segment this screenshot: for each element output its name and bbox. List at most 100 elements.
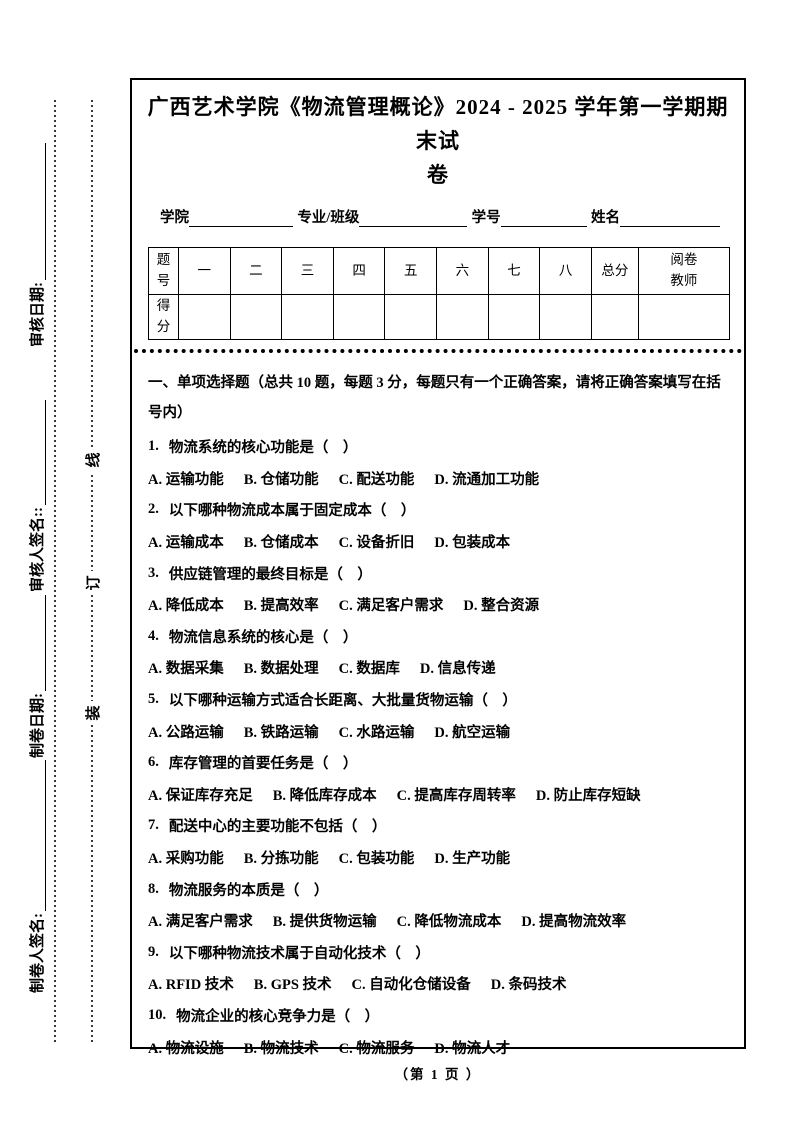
question-options: A. 保证库存充足 B. 降低库存成本 C. 提高库存周转率 D. 防止库存短缺 bbox=[148, 779, 730, 811]
reviewer-signature-blank[interactable] bbox=[26, 400, 46, 505]
page-title-line2: 卷 bbox=[427, 163, 449, 187]
question-number: 4. bbox=[148, 627, 159, 644]
score-cell[interactable] bbox=[281, 294, 334, 340]
question-option: B. 数据处理 bbox=[243, 661, 319, 678]
field-name-blank[interactable] bbox=[619, 209, 720, 227]
binding-char-ding: 订 bbox=[80, 571, 104, 595]
exam-content-box: 广西艺术学院《物流管理概论》2024 - 2025 学年第一学期期末试 卷 学院… bbox=[130, 78, 746, 1057]
question-options: A. 降低成本 B. 提高效率 C. 满足客户需求 D. 整合资源 bbox=[148, 589, 730, 621]
field-college-blank[interactable] bbox=[189, 209, 293, 227]
review-date-label: 审核日期: bbox=[29, 282, 46, 347]
question-option: A. 运输成本 bbox=[148, 535, 224, 552]
question-option: A. 降低成本 bbox=[148, 598, 224, 615]
question-option: D. 流通加工功能 bbox=[434, 471, 540, 488]
score-header-4: 四 bbox=[332, 247, 386, 295]
score-header-total: 总分 bbox=[590, 247, 639, 295]
score-header-7: 七 bbox=[487, 247, 541, 295]
question-option: B. 分拣功能 bbox=[243, 851, 319, 868]
field-college-label: 学院 bbox=[160, 210, 189, 226]
score-cell[interactable] bbox=[384, 294, 438, 340]
question-stem: 物流服务的本质是（ ） bbox=[168, 882, 329, 899]
question-option: C. 配送功能 bbox=[338, 471, 415, 488]
paper-made-date-label: 制卷日期: bbox=[29, 693, 46, 758]
question-option: C. 提高库存周转率 bbox=[396, 787, 516, 804]
question-number: 8. bbox=[148, 880, 159, 897]
score-cell[interactable] bbox=[487, 294, 541, 340]
question-stem: 库存管理的首要任务是（ ） bbox=[168, 756, 358, 773]
question-stem: 以下哪种物流技术属于自动化技术（ ） bbox=[168, 945, 430, 962]
score-cell[interactable] bbox=[332, 294, 386, 340]
score-cell[interactable] bbox=[637, 294, 731, 340]
question-option: D. 信息传递 bbox=[419, 661, 496, 678]
student-info-fields: 学院 专业/班级 学号 姓名 bbox=[160, 206, 720, 227]
score-header-2: 二 bbox=[229, 247, 283, 295]
sidebar-reviewer-signature: 审核人签名:: bbox=[20, 400, 52, 592]
field-name: 姓名 bbox=[591, 206, 720, 227]
question-text: 4. 物流信息系统的核心是（ ） bbox=[148, 621, 730, 653]
question-option: C. 设备折旧 bbox=[338, 535, 415, 552]
question-option: C. 降低物流成本 bbox=[396, 914, 502, 931]
paper-maker-signature-blank[interactable] bbox=[26, 760, 46, 911]
question-number: 10. bbox=[148, 1006, 167, 1023]
question-number: 2. bbox=[148, 501, 159, 518]
field-major-class-blank[interactable] bbox=[359, 209, 468, 227]
reviewer-signature-label: 审核人签名:: bbox=[29, 507, 46, 592]
field-name-label: 姓名 bbox=[590, 210, 620, 226]
sidebar-review-date: 审核日期: bbox=[20, 143, 52, 347]
question-text: 1. 物流系统的核心功能是（ ） bbox=[148, 431, 730, 463]
score-cell[interactable] bbox=[229, 294, 283, 340]
score-row-label: 得 分 bbox=[148, 294, 179, 340]
question-option: C. 包装功能 bbox=[338, 851, 415, 868]
score-cell[interactable] bbox=[178, 294, 231, 340]
score-table-score-row: 得 分 bbox=[148, 294, 731, 340]
score-header-1: 一 bbox=[178, 247, 231, 295]
review-date-blank[interactable] bbox=[26, 143, 46, 280]
question-text: 7. 配送中心的主要功能不包括（ ） bbox=[148, 810, 730, 842]
question-stem: 物流企业的核心竞争力是（ ） bbox=[176, 1008, 380, 1025]
paper-made-date-blank[interactable] bbox=[26, 595, 46, 691]
question-stem: 物流系统的核心功能是（ ） bbox=[168, 440, 358, 457]
question-option: C. 数据库 bbox=[338, 661, 400, 678]
question-stem: 以下哪种运输方式适合长距离、大批量货物运输（ ） bbox=[168, 693, 517, 710]
question-option: A. RFID 技术 bbox=[148, 977, 234, 994]
question-option: D. 条码技术 bbox=[490, 977, 567, 994]
question-option: D. 物流人才 bbox=[434, 1040, 511, 1057]
score-cell[interactable] bbox=[539, 294, 592, 340]
question-text: 10. 物流企业的核心竞争力是（ ） bbox=[148, 1000, 730, 1032]
paper-maker-signature-label: 制卷人签名: bbox=[29, 913, 46, 993]
question-options: A. 运输功能 B. 仓储功能 C. 配送功能 D. 流通加工功能 bbox=[148, 463, 730, 495]
question-options: A. 公路运输 B. 铁路运输 C. 水路运输 D. 航空运输 bbox=[148, 715, 730, 747]
question-option: A. 保证库存充足 bbox=[148, 787, 253, 804]
question-stem: 物流信息系统的核心是（ ） bbox=[168, 629, 358, 646]
question-option: B. 仓储成本 bbox=[243, 535, 319, 552]
score-header-5: 五 bbox=[384, 247, 438, 295]
score-cell[interactable] bbox=[436, 294, 489, 340]
page-title-line1: 广西艺术学院《物流管理概论》2024 - 2025 学年第一学期期末试 bbox=[147, 95, 729, 153]
score-cell[interactable] bbox=[590, 294, 639, 340]
page-number-footer: （第 1 页 ） bbox=[394, 1067, 482, 1082]
score-header-qnum: 题 号 bbox=[148, 247, 179, 295]
question-option: D. 包装成本 bbox=[434, 535, 511, 552]
question-text: 5. 以下哪种运输方式适合长距离、大批量货物运输（ ） bbox=[148, 684, 730, 716]
question-option: D. 防止库存短缺 bbox=[535, 787, 641, 804]
field-major-class-label: 专业/班级 bbox=[297, 210, 360, 226]
question-options: A. 采购功能 B. 分拣功能 C. 包装功能 D. 生产功能 bbox=[148, 842, 730, 874]
question-option: C. 自动化仓储设备 bbox=[351, 977, 471, 994]
question-number: 9. bbox=[148, 943, 159, 960]
section-one-heading: 一、单项选择题（总共 10 题，每题 3 分，每题只有一个正确答案，请将正确答案… bbox=[148, 375, 721, 421]
field-student-id-blank[interactable] bbox=[500, 209, 587, 227]
question-stem: 供应链管理的最终目标是（ ） bbox=[168, 566, 372, 583]
question-option: D. 提高物流效率 bbox=[521, 914, 627, 931]
question-option: B. 降低库存成本 bbox=[272, 787, 377, 804]
question-text: 8. 物流服务的本质是（ ） bbox=[148, 873, 730, 905]
score-table-header-row: 题 号 一 二 三 四 五 六 七 八 总分 阅卷 教师 bbox=[148, 247, 731, 295]
question-options: A. 满足客户需求 B. 提供货物运输 C. 降低物流成本 D. 提高物流效率 bbox=[148, 905, 730, 937]
question-option: D. 生产功能 bbox=[434, 851, 511, 868]
question-option: B. 物流技术 bbox=[243, 1040, 319, 1057]
sidebar-paper-made-date: 制卷日期: bbox=[20, 595, 52, 758]
score-header-6: 六 bbox=[436, 247, 489, 295]
question-option: A. 运输功能 bbox=[148, 471, 224, 488]
question-number: 6. bbox=[148, 754, 159, 771]
question-option: B. 仓储功能 bbox=[243, 471, 319, 488]
